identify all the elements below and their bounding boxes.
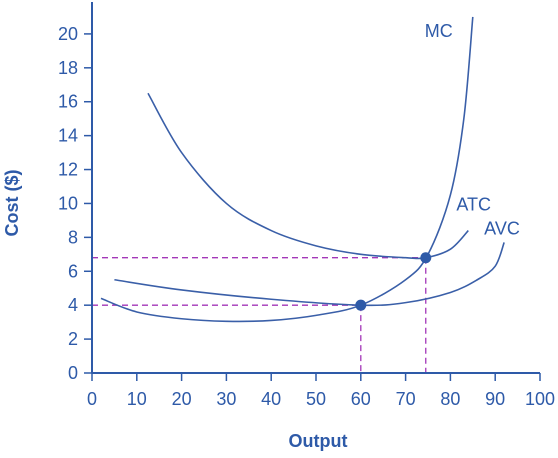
y-tick-label: 16 (58, 92, 78, 112)
x-tick-label: 100 (525, 389, 555, 409)
intersection-point (355, 299, 367, 311)
y-tick-label: 2 (68, 329, 78, 349)
y-tick-label: 6 (68, 261, 78, 281)
curve-avc (114, 242, 505, 307)
label-mc: MC (425, 21, 453, 41)
label-atc: ATC (456, 195, 491, 215)
curve-labels: MC ATC AVC (425, 21, 520, 238)
x-axis-title: Output (289, 431, 348, 451)
y-tick-label: 8 (68, 227, 78, 247)
x-tick-label: 40 (261, 389, 281, 409)
axes (91, 2, 540, 374)
y-axis-title: Cost ($) (2, 169, 22, 236)
x-tick-label: 10 (127, 389, 147, 409)
x-tick-label: 90 (485, 389, 505, 409)
curve-atc (147, 92, 469, 260)
x-tick-label: 80 (440, 389, 460, 409)
y-tick-label: 20 (58, 24, 78, 44)
cost-curves (100, 16, 505, 323)
y-tick-label: 18 (58, 58, 78, 78)
x-tick-label: 70 (396, 389, 416, 409)
x-tick-label: 30 (216, 389, 236, 409)
x-tick-label: 50 (306, 389, 326, 409)
x-tick-label: 20 (172, 389, 192, 409)
x-tick-label: 60 (351, 389, 371, 409)
y-tick-label: 14 (58, 126, 78, 146)
guide-lines (92, 257, 427, 373)
x-tick-label: 0 (87, 389, 97, 409)
axis-ticks: 0 2 4 6 8 10 12 14 16 18 20 0 10 20 30 40 50 60 70 80 90 100 (58, 24, 555, 409)
intersection-point (420, 252, 432, 264)
y-tick-label: 4 (68, 295, 78, 315)
y-tick-label: 10 (58, 193, 78, 213)
curve-mc (100, 16, 474, 323)
y-tick-label: 0 (68, 363, 78, 383)
label-avc: AVC (484, 218, 520, 238)
intersection-points (355, 252, 432, 311)
y-tick-label: 12 (58, 160, 78, 180)
